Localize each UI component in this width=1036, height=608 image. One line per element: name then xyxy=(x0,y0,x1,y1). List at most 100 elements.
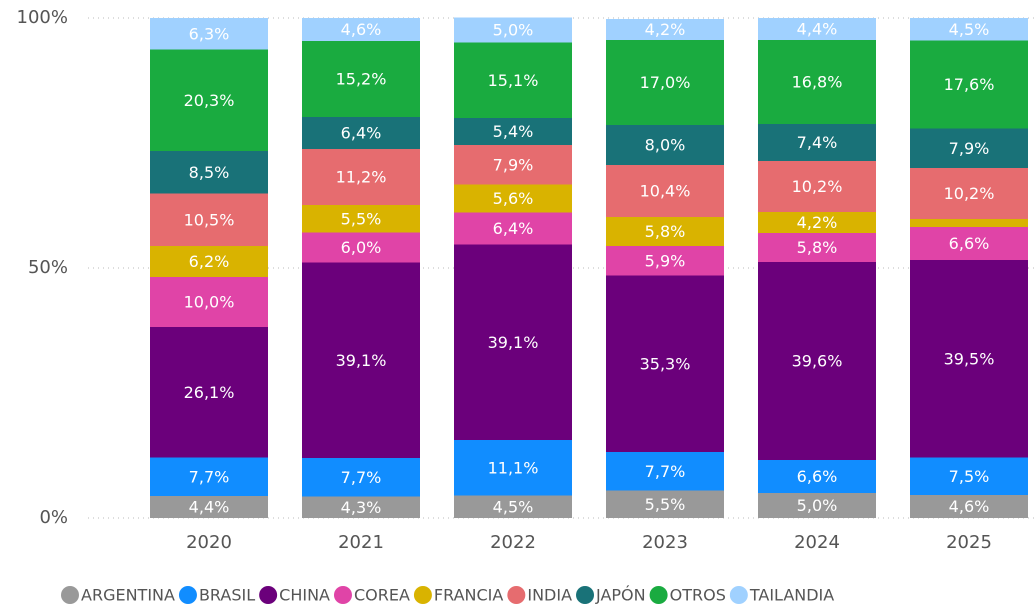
data-label: 4,4% xyxy=(797,20,838,39)
data-label: 10,2% xyxy=(944,184,995,203)
bar-segment xyxy=(910,260,1028,458)
x-tick-label: 2023 xyxy=(642,532,688,553)
bar-segment xyxy=(302,458,420,497)
data-label: 6,4% xyxy=(493,219,534,238)
data-label: 6,4% xyxy=(341,124,382,143)
data-label: 39,6% xyxy=(792,352,843,371)
bar-segment xyxy=(454,440,572,496)
data-label: 4,3% xyxy=(341,498,382,517)
x-tick-label: 2022 xyxy=(490,532,536,553)
data-label: 4,5% xyxy=(949,20,990,39)
bar-segment xyxy=(910,168,1028,219)
legend-label: FRANCIA xyxy=(434,586,503,605)
legend-label: COREA xyxy=(354,586,410,605)
data-label: 10,4% xyxy=(640,182,691,201)
bar-segment xyxy=(302,262,420,458)
bar-segment xyxy=(606,452,724,491)
bar-segment xyxy=(606,217,724,246)
bar-segment xyxy=(150,246,268,277)
bar-segment xyxy=(150,277,268,327)
data-label: 5,6% xyxy=(493,189,534,208)
legend-marker xyxy=(61,586,79,604)
data-label: 6,0% xyxy=(341,238,382,257)
bar-segment xyxy=(150,49,268,151)
data-label: 39,1% xyxy=(336,351,387,370)
data-label: 5,5% xyxy=(341,209,382,228)
bar-segment xyxy=(758,493,876,518)
bar-segment xyxy=(150,151,268,194)
data-label: 15,1% xyxy=(488,71,539,90)
bar-segment xyxy=(150,18,268,50)
data-label: 5,4% xyxy=(493,122,534,141)
legend-label: OTROS xyxy=(670,586,726,605)
bar-segment xyxy=(454,184,572,213)
legend-marker xyxy=(649,586,668,604)
bar-segment xyxy=(454,42,572,118)
data-label: 4,2% xyxy=(797,213,838,232)
data-label: 8,0% xyxy=(645,136,686,155)
bar-segment xyxy=(910,495,1028,518)
bar-segment xyxy=(454,212,572,245)
data-label: 10,5% xyxy=(184,210,235,229)
legend-label: ARGENTINA xyxy=(81,586,175,605)
data-label: 20,3% xyxy=(184,91,235,110)
data-label: 10,0% xyxy=(184,293,235,312)
bar-segment xyxy=(758,262,876,460)
legend-marker xyxy=(259,586,278,604)
data-label: 4,5% xyxy=(493,497,534,516)
data-label: 17,6% xyxy=(944,75,995,94)
data-label: 6,6% xyxy=(797,467,838,486)
data-label: 4,6% xyxy=(949,497,990,516)
data-label: 8,5% xyxy=(189,163,230,182)
data-label: 5,0% xyxy=(493,21,534,40)
x-tick-label: 2020 xyxy=(186,532,232,553)
bar-segment xyxy=(758,212,876,233)
legend-marker xyxy=(729,586,748,604)
bar-segment xyxy=(302,205,420,233)
bar-segment xyxy=(606,275,724,452)
data-label: 39,1% xyxy=(488,333,539,352)
bar-segment xyxy=(910,457,1028,495)
x-tick-label: 2021 xyxy=(338,532,384,553)
bar-segment xyxy=(302,149,420,205)
data-label: 11,1% xyxy=(488,458,539,477)
data-label: 7,7% xyxy=(341,468,382,487)
bar-segment xyxy=(606,40,724,125)
y-tick-label: 0% xyxy=(39,507,68,528)
bar-segment xyxy=(454,17,572,43)
legend-marker xyxy=(507,586,526,604)
data-label: 26,1% xyxy=(184,383,235,402)
bar-segment xyxy=(758,18,876,40)
data-label: 15,2% xyxy=(336,70,387,89)
bar-segment xyxy=(302,18,420,41)
data-label: 4,2% xyxy=(645,20,686,39)
legend-marker xyxy=(178,586,197,604)
x-tick-label: 2024 xyxy=(794,532,840,553)
bar-segment xyxy=(606,19,724,40)
data-label: 11,2% xyxy=(336,168,387,187)
data-label: 39,5% xyxy=(944,349,995,368)
legend-label: CHINA xyxy=(279,586,330,605)
legend-label: JAPÓN xyxy=(595,586,646,605)
bar-segment xyxy=(454,118,572,145)
bar-segment xyxy=(606,246,724,276)
bar-segment xyxy=(758,40,876,124)
data-label: 6,2% xyxy=(189,252,230,271)
bar-segment xyxy=(910,40,1028,129)
data-label: 5,8% xyxy=(797,238,838,257)
data-label: 5,0% xyxy=(797,496,838,515)
data-label: 7,9% xyxy=(949,139,990,158)
bar-segment xyxy=(606,125,724,165)
bar-segment xyxy=(302,41,420,117)
bar-segment xyxy=(454,495,572,518)
bar-segment xyxy=(758,161,876,212)
data-label: 7,9% xyxy=(493,155,534,174)
legend-label: TAILANDIA xyxy=(749,586,834,605)
bar-segment xyxy=(150,457,268,496)
x-tick-label: 2025 xyxy=(946,532,992,553)
data-label: 7,7% xyxy=(645,462,686,481)
data-label: 5,8% xyxy=(645,222,686,241)
data-label: 10,2% xyxy=(792,177,843,196)
bar-segment xyxy=(606,165,724,217)
